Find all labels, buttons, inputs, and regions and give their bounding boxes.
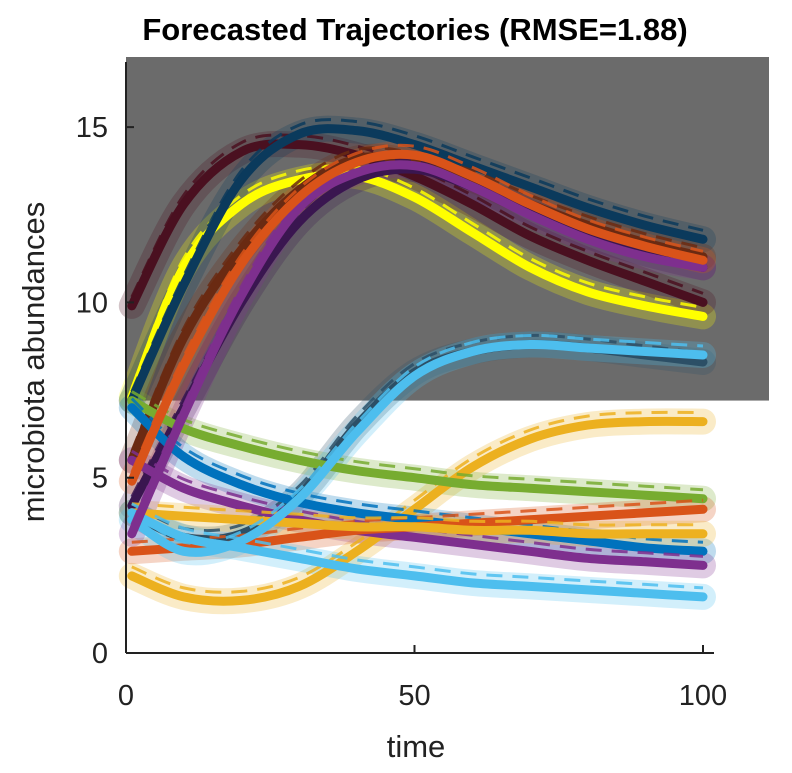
x-axis-label: time bbox=[387, 729, 446, 764]
tick-labels: 0 50 100 0 5 10 15 bbox=[76, 112, 727, 712]
y-tick-label: 15 bbox=[76, 112, 108, 144]
series-forecast-11 bbox=[131, 498, 704, 544]
series-forecast-7 bbox=[131, 410, 704, 594]
series-line-8 bbox=[127, 396, 708, 504]
series-line-15 bbox=[127, 160, 708, 539]
series-forecast-4 bbox=[130, 146, 704, 452]
y-axis-label: microbiota abundances bbox=[16, 202, 51, 523]
series-forecast-13 bbox=[130, 333, 704, 545]
x-tick-label: 50 bbox=[398, 680, 430, 712]
series-forecast-3 bbox=[130, 118, 704, 393]
series-line-3 bbox=[127, 124, 708, 406]
series-line-2 bbox=[127, 139, 708, 311]
series-line-16 bbox=[127, 149, 708, 486]
series-line-10 bbox=[127, 455, 708, 570]
series-forecast-6 bbox=[131, 333, 704, 533]
series-forecast-16 bbox=[130, 143, 704, 473]
series-forecast-1 bbox=[130, 164, 704, 389]
series-line-12 bbox=[127, 508, 708, 539]
axes bbox=[125, 62, 714, 654]
series-line-14 bbox=[127, 508, 708, 602]
y-tick-label: 5 bbox=[92, 463, 108, 495]
series-forecast-14 bbox=[131, 502, 704, 590]
x-tick-label: 100 bbox=[679, 680, 727, 712]
series-line-9 bbox=[127, 403, 708, 556]
series-forecast-12 bbox=[131, 502, 703, 527]
y-tick-label: 10 bbox=[76, 287, 108, 319]
chart-title: Forecasted Trajectories (RMSE=1.88) bbox=[142, 12, 687, 47]
x-tick-label: 0 bbox=[118, 680, 134, 712]
series-lines bbox=[118, 115, 716, 615]
y-tick-label: 0 bbox=[92, 638, 108, 670]
series-forecast-8 bbox=[131, 390, 704, 492]
